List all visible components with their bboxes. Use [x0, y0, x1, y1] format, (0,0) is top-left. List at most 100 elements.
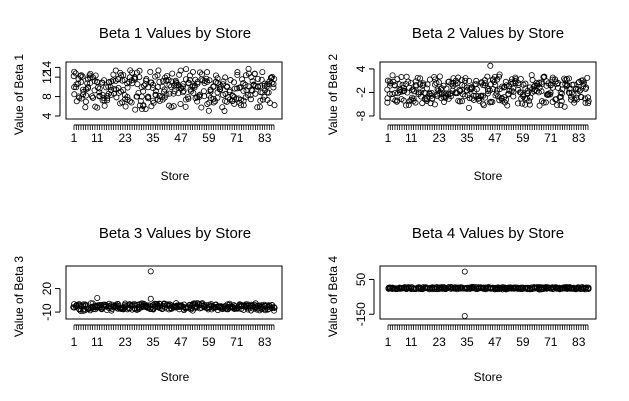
data-point [465, 104, 472, 111]
data-point [401, 87, 408, 94]
y-tick-label: 50 [354, 272, 368, 286]
x-axis-label: Store [474, 370, 503, 384]
data-point [585, 94, 592, 101]
data-point [422, 96, 429, 103]
data-point [510, 93, 517, 100]
data-point [83, 92, 90, 99]
data-point [492, 82, 499, 89]
data-point [585, 100, 592, 107]
data-point [462, 75, 469, 82]
data-point [479, 100, 486, 107]
x-tick-label: 1 [385, 131, 392, 145]
data-point [445, 91, 452, 98]
data-point [226, 88, 233, 95]
data-point [222, 74, 229, 81]
data-point [470, 92, 477, 99]
data-point [456, 98, 463, 105]
data-point [503, 96, 510, 103]
data-point [221, 107, 228, 114]
data-point [169, 70, 176, 77]
data-point [185, 79, 192, 86]
data-point [144, 94, 151, 101]
data-point [214, 75, 221, 82]
data-point [194, 80, 201, 87]
data-point [245, 83, 252, 90]
y-axis-label: Value of Beta 1 [12, 54, 26, 135]
data-point [80, 91, 87, 98]
data-point [384, 99, 391, 106]
data-point [538, 88, 545, 95]
x-tick-label: 47 [488, 335, 502, 349]
x-tick-label: 59 [516, 335, 530, 349]
data-point [558, 98, 565, 105]
data-point [128, 99, 135, 106]
data-point [132, 106, 139, 113]
data-point [119, 77, 126, 84]
outlier-point [461, 268, 468, 275]
data-point [565, 75, 572, 82]
data-point [149, 81, 156, 88]
data-point [417, 75, 424, 82]
data-point [486, 87, 493, 94]
data-point [185, 95, 192, 102]
data-point [436, 73, 443, 80]
data-point [152, 88, 159, 95]
data-point [424, 81, 431, 88]
data-point [231, 94, 238, 101]
data-point [420, 80, 427, 87]
data-point [91, 87, 98, 94]
data-point [484, 73, 491, 80]
data-point [269, 73, 276, 80]
data-point [584, 74, 591, 81]
data-point [163, 91, 170, 98]
x-axis-label: Store [474, 169, 503, 183]
data-point [249, 87, 256, 94]
y-tick-label: -10 [40, 303, 54, 321]
data-point [124, 84, 131, 91]
data-point [252, 90, 259, 97]
data-point [410, 97, 417, 104]
x-axis-label: Store [161, 169, 190, 183]
data-point [578, 94, 585, 101]
data-point [524, 90, 531, 97]
y-axis-label: Value of Beta 2 [326, 54, 340, 135]
data-point [526, 98, 533, 105]
data-point [386, 78, 393, 85]
data-point [172, 77, 179, 84]
data-point [576, 87, 583, 94]
chart-title: Beta 2 Values by Store [412, 25, 564, 42]
data-point [585, 97, 592, 104]
data-point [443, 85, 450, 92]
x-tick-label: 47 [174, 131, 188, 145]
data-point [552, 96, 559, 103]
data-point [504, 102, 511, 109]
data-point [271, 102, 278, 109]
x-tick-label: 23 [432, 335, 446, 349]
data-point [147, 68, 154, 75]
x-tick-label: 23 [118, 335, 132, 349]
data-point [392, 97, 399, 104]
data-point [254, 75, 261, 82]
data-point [261, 80, 268, 87]
data-point [459, 82, 466, 89]
data-point [568, 89, 575, 96]
x-tick-label: 47 [174, 335, 188, 349]
data-point [566, 90, 573, 97]
data-point [207, 88, 214, 95]
data-point [230, 79, 237, 86]
data-point [522, 101, 529, 108]
data-point [82, 104, 89, 111]
data-point [257, 83, 264, 90]
data-point [536, 102, 543, 109]
x-tick-label: 59 [202, 335, 216, 349]
data-point [252, 83, 259, 90]
data-point [473, 86, 480, 93]
data-point [78, 72, 85, 79]
data-point [517, 75, 524, 82]
data-point [555, 84, 562, 91]
data-point [131, 74, 138, 81]
data-point [557, 89, 564, 96]
data-point [271, 304, 278, 311]
x-tick-label: 35 [460, 131, 474, 145]
data-point [142, 105, 149, 112]
